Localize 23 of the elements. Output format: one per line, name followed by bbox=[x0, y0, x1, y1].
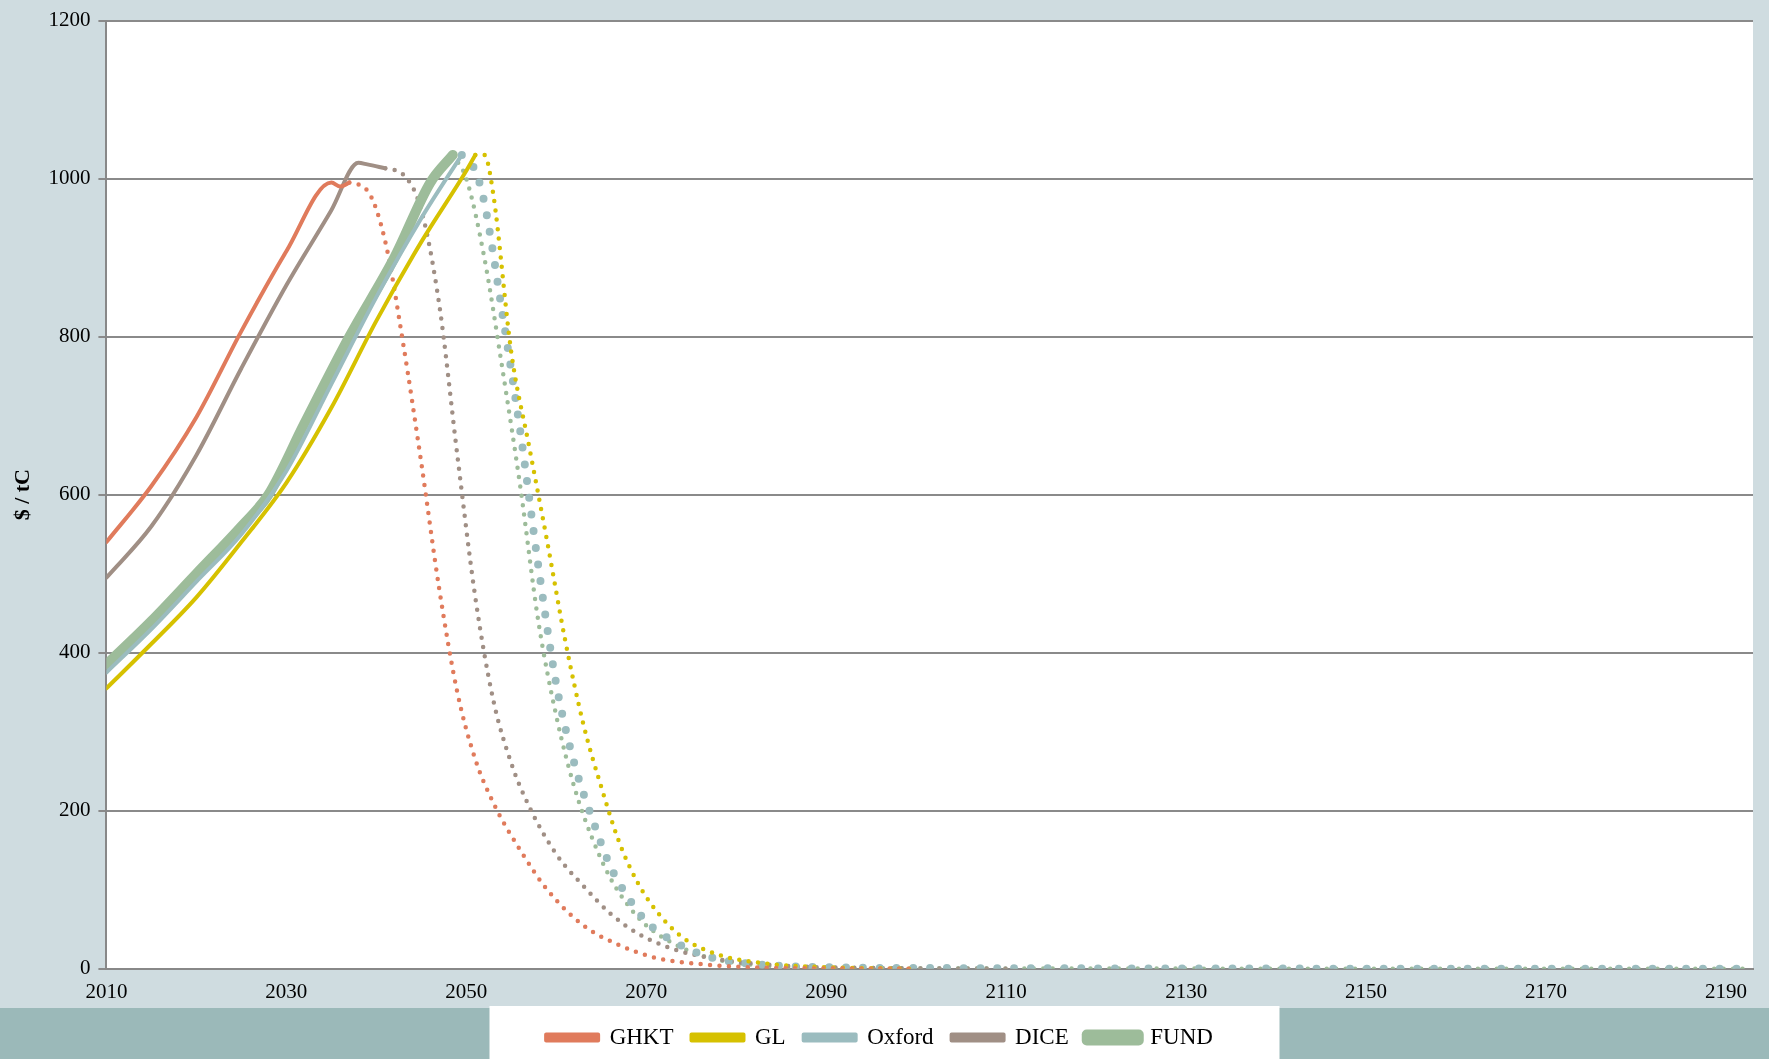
y-tick-label: 0 bbox=[79, 955, 91, 980]
x-tick-label: 2070 bbox=[625, 978, 668, 1003]
x-tick-label: 2190 bbox=[1705, 978, 1748, 1003]
legend-label: DICE bbox=[1015, 1023, 1069, 1049]
y-tick-label: 400 bbox=[58, 639, 91, 664]
y-tick-label: 1200 bbox=[48, 7, 91, 32]
x-tick-label: 2050 bbox=[445, 978, 488, 1003]
x-tick-label: 2170 bbox=[1525, 978, 1568, 1003]
x-tick-label: 2010 bbox=[85, 978, 128, 1003]
x-tick-label: 2090 bbox=[805, 978, 848, 1003]
y-axis-title: $ / tC bbox=[8, 469, 34, 521]
legend-label: FUND bbox=[1150, 1023, 1213, 1049]
y-tick-label: 1000 bbox=[48, 165, 91, 190]
legend-label: Oxford bbox=[867, 1023, 935, 1049]
y-tick-label: 800 bbox=[58, 323, 91, 348]
legend-label: GHKT bbox=[609, 1023, 674, 1049]
x-tick-label: 2030 bbox=[265, 978, 308, 1003]
y-tick-label: 600 bbox=[58, 481, 91, 506]
y-tick-label: 200 bbox=[58, 797, 91, 822]
x-tick-label: 2130 bbox=[1165, 978, 1208, 1003]
x-tick-label: 2110 bbox=[985, 978, 1027, 1003]
legend-label: GL bbox=[755, 1023, 786, 1049]
x-tick-label: 2150 bbox=[1345, 978, 1388, 1003]
